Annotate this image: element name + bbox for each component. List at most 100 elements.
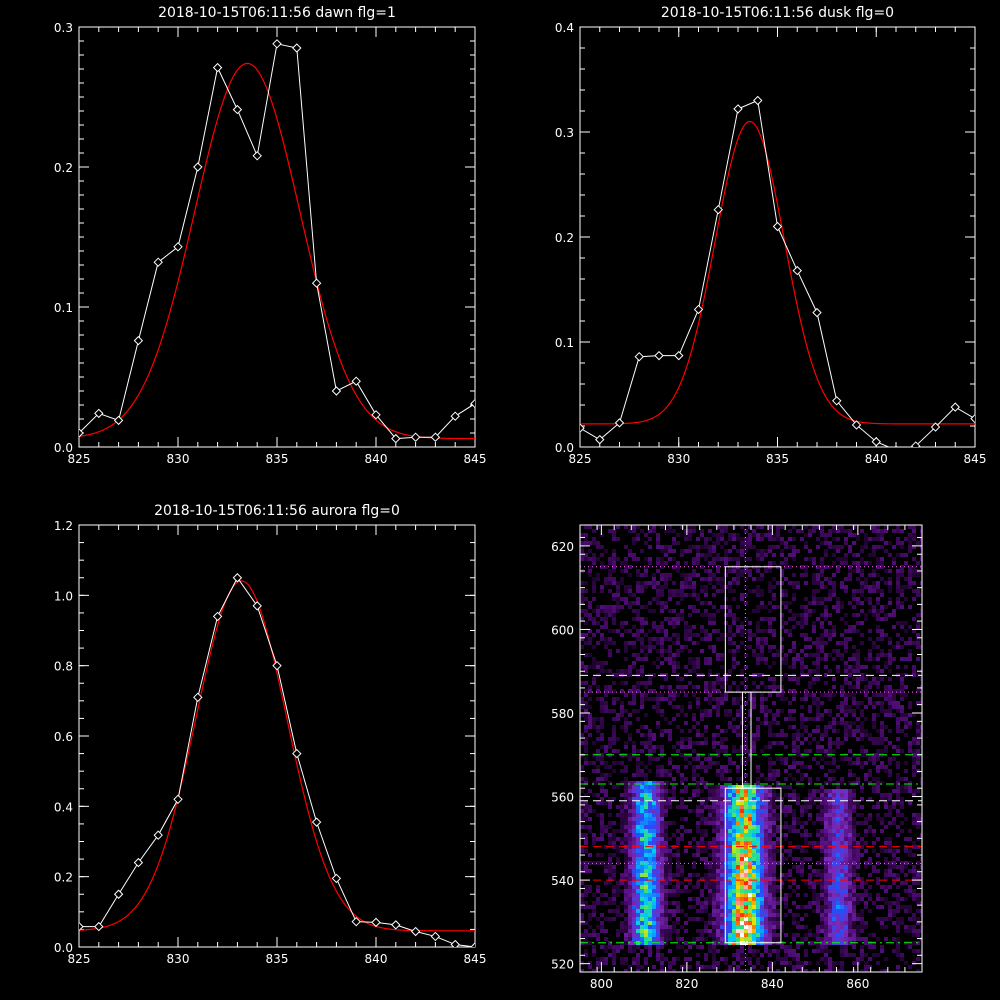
- heatmap-cell: [616, 845, 620, 849]
- heatmap-cell: [644, 861, 648, 865]
- heatmap-cell: [840, 717, 844, 721]
- heatmap-cell: [736, 909, 740, 913]
- heatmap-cell: [676, 693, 680, 697]
- heatmap-cell: [656, 665, 660, 669]
- data-point-marker: [94, 921, 104, 932]
- heatmap-cell: [808, 901, 812, 905]
- heatmap-cell: [788, 893, 792, 897]
- heatmap-cell: [840, 617, 844, 621]
- heatmap-cell: [648, 829, 652, 833]
- heatmap-cell: [852, 693, 856, 697]
- heatmap-cell: [888, 901, 892, 905]
- heatmap-cell: [708, 685, 712, 689]
- heatmap-cell: [848, 857, 852, 861]
- heatmap-cell: [800, 665, 804, 669]
- heatmap-cell: [832, 529, 836, 533]
- heatmap-cell: [788, 553, 792, 557]
- heatmap-cell: [832, 525, 836, 529]
- heatmap-cell: [632, 697, 636, 701]
- heatmap-cell: [848, 853, 852, 857]
- heatmap-cell: [748, 869, 752, 873]
- heatmap-cell: [656, 545, 660, 549]
- heatmap-cell: [692, 905, 696, 909]
- heatmap-cell: [912, 897, 916, 901]
- heatmap-cell: [744, 861, 748, 865]
- heatmap-cell: [856, 761, 860, 765]
- heatmap-cell: [880, 905, 884, 909]
- heatmap-cell: [792, 549, 796, 553]
- heatmap-cell: [848, 601, 852, 605]
- heatmap-cell: [684, 585, 688, 589]
- heatmap-cell: [852, 729, 856, 733]
- heatmap-cell: [732, 873, 736, 877]
- heatmap-cell: [612, 689, 616, 693]
- heatmap-cell: [732, 717, 736, 721]
- heatmap-cell: [800, 821, 804, 825]
- heatmap-cell: [908, 657, 912, 661]
- heatmap-cell: [824, 761, 828, 765]
- heatmap-cell: [864, 585, 868, 589]
- heatmap-cell: [832, 805, 836, 809]
- heatmap-cell: [676, 665, 680, 669]
- heatmap-cell: [756, 593, 760, 597]
- heatmap-cell: [684, 889, 688, 893]
- heatmap-cell: [600, 625, 604, 629]
- heatmap-cell: [696, 561, 700, 565]
- heatmap-cell: [844, 857, 848, 861]
- heatmap-cell: [644, 657, 648, 661]
- heatmap-cell: [764, 705, 768, 709]
- heatmap-cell: [892, 861, 896, 865]
- heatmap-cell: [916, 869, 920, 873]
- heatmap-cell: [712, 561, 716, 565]
- heatmap-cell: [756, 569, 760, 573]
- heatmap-cell: [600, 829, 604, 833]
- heatmap-cell: [788, 809, 792, 813]
- heatmap-cell: [764, 713, 768, 717]
- heatmap-cell: [736, 861, 740, 865]
- heatmap-cell: [640, 641, 644, 645]
- heatmap-cell: [636, 793, 640, 797]
- heatmap-cell: [852, 821, 856, 825]
- heatmap-cell: [864, 597, 868, 601]
- heatmap-cell: [868, 681, 872, 685]
- heatmap-cell: [580, 805, 584, 809]
- heatmap-cell: [624, 797, 628, 801]
- heatmap-cell: [784, 745, 788, 749]
- heatmap-cell: [684, 633, 688, 637]
- heatmap-cell: [656, 637, 660, 641]
- heatmap-cell: [848, 573, 852, 577]
- heatmap-cell: [832, 861, 836, 865]
- heatmap-cell: [720, 773, 724, 777]
- heatmap-cell: [588, 853, 592, 857]
- heatmap-cell: [808, 549, 812, 553]
- heatmap-cell: [712, 837, 716, 841]
- heatmap-cell: [752, 877, 756, 881]
- heatmap-cell: [788, 829, 792, 833]
- heatmap-cell: [596, 697, 600, 701]
- heatmap-cell: [624, 917, 628, 921]
- heatmap-cell: [796, 657, 800, 661]
- heatmap-cell: [732, 817, 736, 821]
- heatmap-cell: [676, 765, 680, 769]
- heatmap-cell: [696, 597, 700, 601]
- heatmap-cell: [724, 877, 728, 881]
- heatmap-cell: [700, 613, 704, 617]
- heatmap-cell: [884, 897, 888, 901]
- heatmap-cell: [776, 825, 780, 829]
- heatmap-cell: [692, 633, 696, 637]
- heatmap-cell: [876, 789, 880, 793]
- heatmap-cell: [708, 681, 712, 685]
- heatmap-cell: [784, 589, 788, 593]
- heatmap-cell: [632, 841, 636, 845]
- heatmap-cell: [600, 773, 604, 777]
- heatmap-cell: [772, 809, 776, 813]
- heatmap-cell: [764, 617, 768, 621]
- heatmap-cell: [812, 729, 816, 733]
- heatmap-cell: [908, 637, 912, 641]
- heatmap-cell: [676, 565, 680, 569]
- heatmap-cell: [740, 553, 744, 557]
- heatmap-cell: [720, 741, 724, 745]
- heatmap-cell: [796, 733, 800, 737]
- heatmap-cell: [812, 701, 816, 705]
